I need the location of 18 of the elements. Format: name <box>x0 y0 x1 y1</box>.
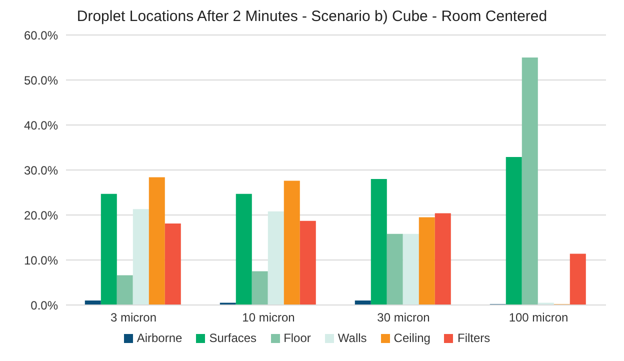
legend-label: Floor <box>284 331 311 345</box>
chart-title: Droplet Locations After 2 Minutes - Scenario b) Cube - Room Centered <box>76 8 548 25</box>
x-tick-label: 10 micron <box>242 310 295 325</box>
legend-label: Airborne <box>136 331 182 345</box>
x-tick-label: 3 micron <box>110 310 157 325</box>
x-tick-label: 100 micron <box>508 310 568 325</box>
x-tick-label: 30 micron <box>377 310 430 325</box>
legend-label: Ceiling <box>394 331 430 345</box>
y-tick-label: 20.0% <box>24 208 58 222</box>
y-tick-label: 0.0% <box>30 298 58 312</box>
y-tick-label: 10.0% <box>24 253 58 268</box>
y-tick-label: 50.0% <box>24 73 58 88</box>
y-tick-label: 60.0% <box>24 28 58 42</box>
y-tick-label: 30.0% <box>24 163 58 178</box>
legend-label: Filters <box>457 331 490 345</box>
y-tick-label: 40.0% <box>24 118 58 132</box>
legend-label: Surfaces <box>209 331 257 345</box>
legend-label: Walls <box>338 331 367 345</box>
